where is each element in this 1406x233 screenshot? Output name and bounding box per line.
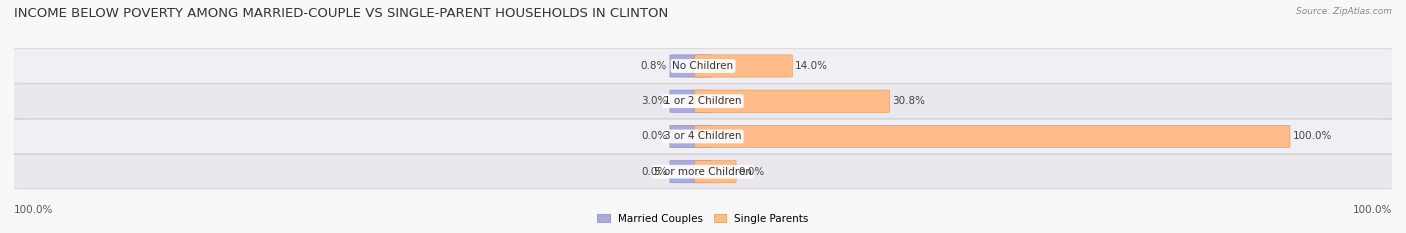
Text: 3.0%: 3.0%	[641, 96, 668, 106]
Text: 30.8%: 30.8%	[893, 96, 925, 106]
Text: No Children: No Children	[672, 61, 734, 71]
FancyBboxPatch shape	[695, 125, 1289, 147]
Text: 1 or 2 Children: 1 or 2 Children	[664, 96, 742, 106]
FancyBboxPatch shape	[0, 119, 1406, 154]
FancyBboxPatch shape	[669, 125, 711, 147]
FancyBboxPatch shape	[0, 154, 1406, 189]
Text: 0.0%: 0.0%	[641, 167, 668, 177]
FancyBboxPatch shape	[0, 84, 1406, 118]
FancyBboxPatch shape	[669, 55, 711, 77]
FancyBboxPatch shape	[695, 90, 890, 112]
Text: 100.0%: 100.0%	[1292, 131, 1331, 141]
FancyBboxPatch shape	[695, 55, 793, 77]
Text: Source: ZipAtlas.com: Source: ZipAtlas.com	[1296, 7, 1392, 16]
Text: 0.8%: 0.8%	[641, 61, 668, 71]
Text: INCOME BELOW POVERTY AMONG MARRIED-COUPLE VS SINGLE-PARENT HOUSEHOLDS IN CLINTON: INCOME BELOW POVERTY AMONG MARRIED-COUPL…	[14, 7, 668, 20]
Legend: Married Couples, Single Parents: Married Couples, Single Parents	[593, 209, 813, 228]
Text: 14.0%: 14.0%	[794, 61, 828, 71]
FancyBboxPatch shape	[695, 161, 737, 183]
Text: 100.0%: 100.0%	[1353, 205, 1392, 215]
FancyBboxPatch shape	[0, 49, 1406, 83]
Text: 100.0%: 100.0%	[14, 205, 53, 215]
Text: 0.0%: 0.0%	[641, 131, 668, 141]
FancyBboxPatch shape	[669, 161, 711, 183]
Text: 0.0%: 0.0%	[738, 167, 765, 177]
FancyBboxPatch shape	[669, 90, 711, 112]
Text: 5 or more Children: 5 or more Children	[654, 167, 752, 177]
Text: 3 or 4 Children: 3 or 4 Children	[664, 131, 742, 141]
